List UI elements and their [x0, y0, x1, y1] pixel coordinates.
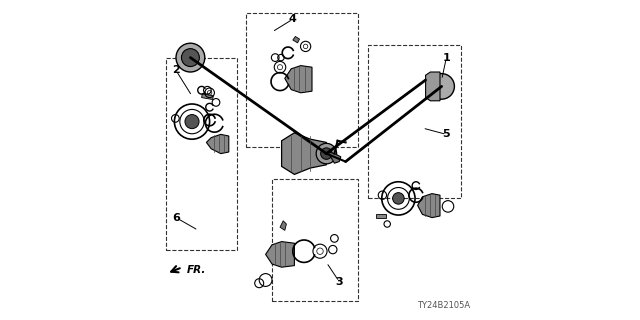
Polygon shape	[282, 133, 326, 174]
Polygon shape	[418, 194, 440, 218]
Bar	[166, 58, 237, 250]
Text: 1: 1	[442, 52, 451, 63]
Bar	[272, 179, 358, 301]
Polygon shape	[285, 66, 312, 93]
Circle shape	[429, 74, 454, 99]
Polygon shape	[206, 134, 229, 154]
Text: TY24B2105A: TY24B2105A	[417, 301, 470, 310]
Circle shape	[393, 193, 404, 204]
Text: 2: 2	[172, 65, 180, 76]
Bar	[202, 94, 213, 100]
Polygon shape	[266, 242, 294, 267]
Circle shape	[182, 49, 200, 67]
Text: 5: 5	[443, 129, 450, 140]
Polygon shape	[280, 221, 287, 230]
Circle shape	[185, 115, 199, 129]
Polygon shape	[426, 72, 440, 101]
Bar	[376, 214, 385, 218]
Bar	[368, 45, 461, 198]
Circle shape	[321, 148, 332, 159]
Circle shape	[316, 143, 337, 164]
Polygon shape	[292, 36, 300, 43]
Text: 4: 4	[289, 14, 297, 24]
Circle shape	[176, 43, 205, 72]
Text: FR.: FR.	[187, 265, 207, 276]
Text: 6: 6	[172, 212, 180, 223]
Polygon shape	[328, 152, 340, 163]
Text: 3: 3	[335, 276, 343, 287]
Bar	[246, 13, 358, 147]
